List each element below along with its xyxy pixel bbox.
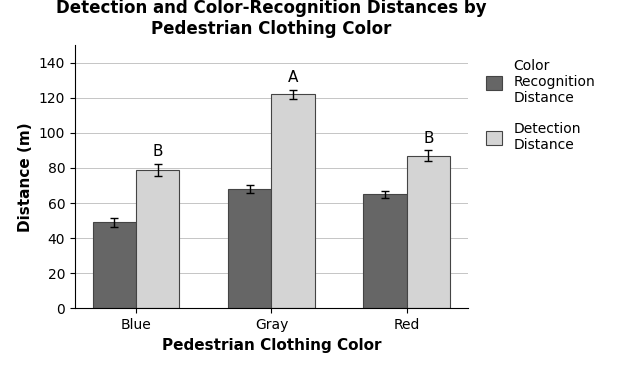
Bar [93, 222, 136, 308]
Text: B: B [423, 131, 434, 146]
X-axis label: Pedestrian Clothing Color: Pedestrian Clothing Color [162, 338, 381, 353]
Text: A: A [288, 70, 298, 85]
Bar [228, 189, 271, 308]
Title: Detection and Color-Recognition Distances by
Pedestrian Clothing Color: Detection and Color-Recognition Distance… [56, 0, 487, 38]
Y-axis label: Distance (m): Distance (m) [18, 122, 33, 232]
Bar [136, 170, 179, 308]
Bar [271, 94, 314, 308]
Bar [407, 156, 450, 308]
Bar [364, 194, 407, 308]
Text: B: B [152, 144, 163, 159]
Legend: Color
Recognition
Distance, Detection
Distance: Color Recognition Distance, Detection Di… [479, 52, 602, 159]
